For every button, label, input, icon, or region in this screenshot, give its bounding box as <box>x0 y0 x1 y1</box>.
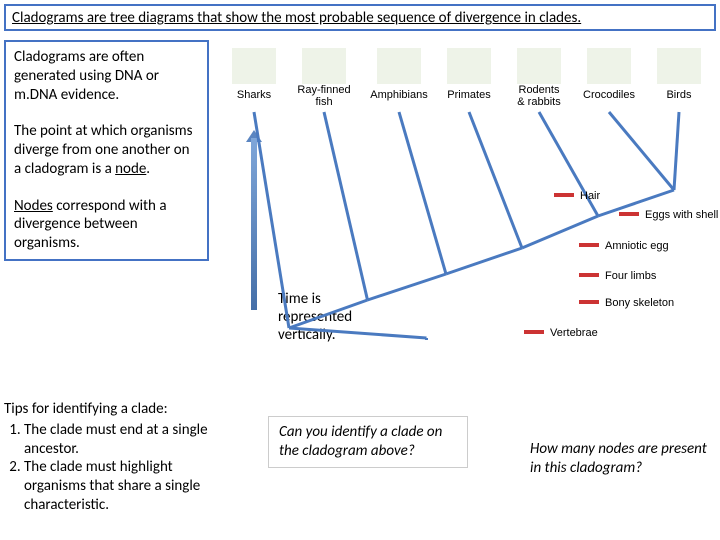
question-identify-clade: Can you identify a clade on the cladogra… <box>268 416 468 468</box>
svg-text:Sharks: Sharks <box>237 89 272 101</box>
left-p2-node: node <box>115 160 146 178</box>
svg-text:Bony skeleton: Bony skeleton <box>605 297 674 309</box>
tips-block: Tips for identifying a clade: The clade … <box>4 400 234 515</box>
cladogram-diagram: Sharks Ray-finnedfish Amphibians Primates Ro… <box>214 40 718 360</box>
left-p2a: The point at which organisms diverge fro… <box>14 122 193 178</box>
svg-text:Amphibians: Amphibians <box>370 89 428 101</box>
title-box: Cladograms are tree diagrams that show t… <box>4 4 716 31</box>
svg-text:Four limbs: Four limbs <box>605 270 657 282</box>
tips-item-1: The clade must end at a single ancestor. <box>24 421 234 459</box>
svg-text:Ray-finned: Ray-finned <box>297 84 350 96</box>
svg-text:Rodents: Rodents <box>519 84 560 96</box>
svg-text:fish: fish <box>315 96 332 108</box>
left-p2b: . <box>146 160 150 178</box>
tips-heading: Tips for identifying a clade: <box>4 400 234 419</box>
left-p2: The point at which organisms diverge fro… <box>14 122 199 178</box>
svg-text:& rabbits: & rabbits <box>517 96 561 108</box>
left-explainer-box: Cladograms are often generated using DNA… <box>4 40 209 261</box>
svg-text:Primates: Primates <box>447 89 491 101</box>
svg-text:Crocodiles: Crocodiles <box>583 89 635 101</box>
svg-text:Birds: Birds <box>666 89 692 101</box>
question-count-nodes: How many nodes are present in this clado… <box>530 440 710 478</box>
svg-text:Eggs with shells: Eggs with shells <box>645 209 718 221</box>
svg-text:Vertebrae: Vertebrae <box>550 327 598 339</box>
tips-item-2: The clade must highlight organisms that … <box>24 458 234 514</box>
svg-text:Hair: Hair <box>580 190 601 202</box>
title-text: Cladograms are tree diagrams that show t… <box>12 9 581 27</box>
left-p1: Cladograms are often generated using DNA… <box>14 48 199 104</box>
left-p3: Nodes correspond with a divergence betwe… <box>14 197 199 253</box>
svg-text:Amniotic egg: Amniotic egg <box>605 240 669 252</box>
left-p3-nodes: Nodes <box>14 197 53 215</box>
